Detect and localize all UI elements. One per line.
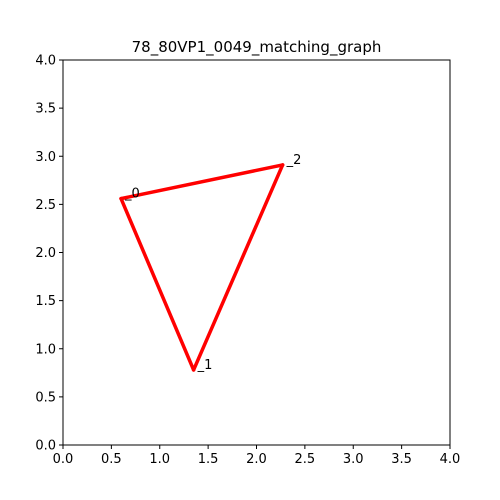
x-tick-label-4: 2.0: [246, 452, 267, 467]
y-tick-label-4: 2.0: [35, 246, 56, 261]
axes-frame: [62, 59, 451, 446]
x-tick-label-1: 0.5: [101, 452, 122, 467]
y-tick-label-5: 2.5: [35, 198, 56, 213]
y-tick-label-8: 4.0: [35, 54, 56, 69]
graph-edge-0-2: [119, 163, 285, 201]
y-tick-label-1: 0.5: [35, 390, 56, 405]
chart-title: 78_80VP1_0049_matching_graph: [132, 38, 382, 57]
x-tick-label-7: 3.5: [391, 452, 412, 467]
node-label-0: _0: [124, 187, 140, 202]
x-tick-label-6: 3.0: [343, 452, 364, 467]
y-tick-label-7: 3.5: [35, 102, 56, 117]
graph-edge-2-1: [191, 163, 285, 372]
y-tick-label-0: 0.0: [35, 439, 56, 454]
y-tick-label-3: 1.5: [35, 294, 56, 309]
x-tick-label-3: 1.5: [198, 452, 219, 467]
node-label-2: _2: [286, 153, 302, 168]
x-tick-label-8: 4.0: [440, 452, 461, 467]
node-label-1: _1: [197, 358, 213, 373]
x-tick-label-0: 0.0: [53, 452, 74, 467]
x-tick-label-5: 2.5: [295, 452, 316, 467]
y-tick-label-2: 1.0: [35, 342, 56, 357]
plot-area: _0 _1 _2 0.0 0.5 1.0 1.5 2.0 2.5 3.0 3.5 4.0 0.0 0.5 1…: [35, 54, 460, 468]
x-tick-label-2: 1.0: [149, 452, 170, 467]
graph-edge-1-0: [119, 196, 196, 372]
y-tick-label-6: 3.0: [35, 150, 56, 165]
